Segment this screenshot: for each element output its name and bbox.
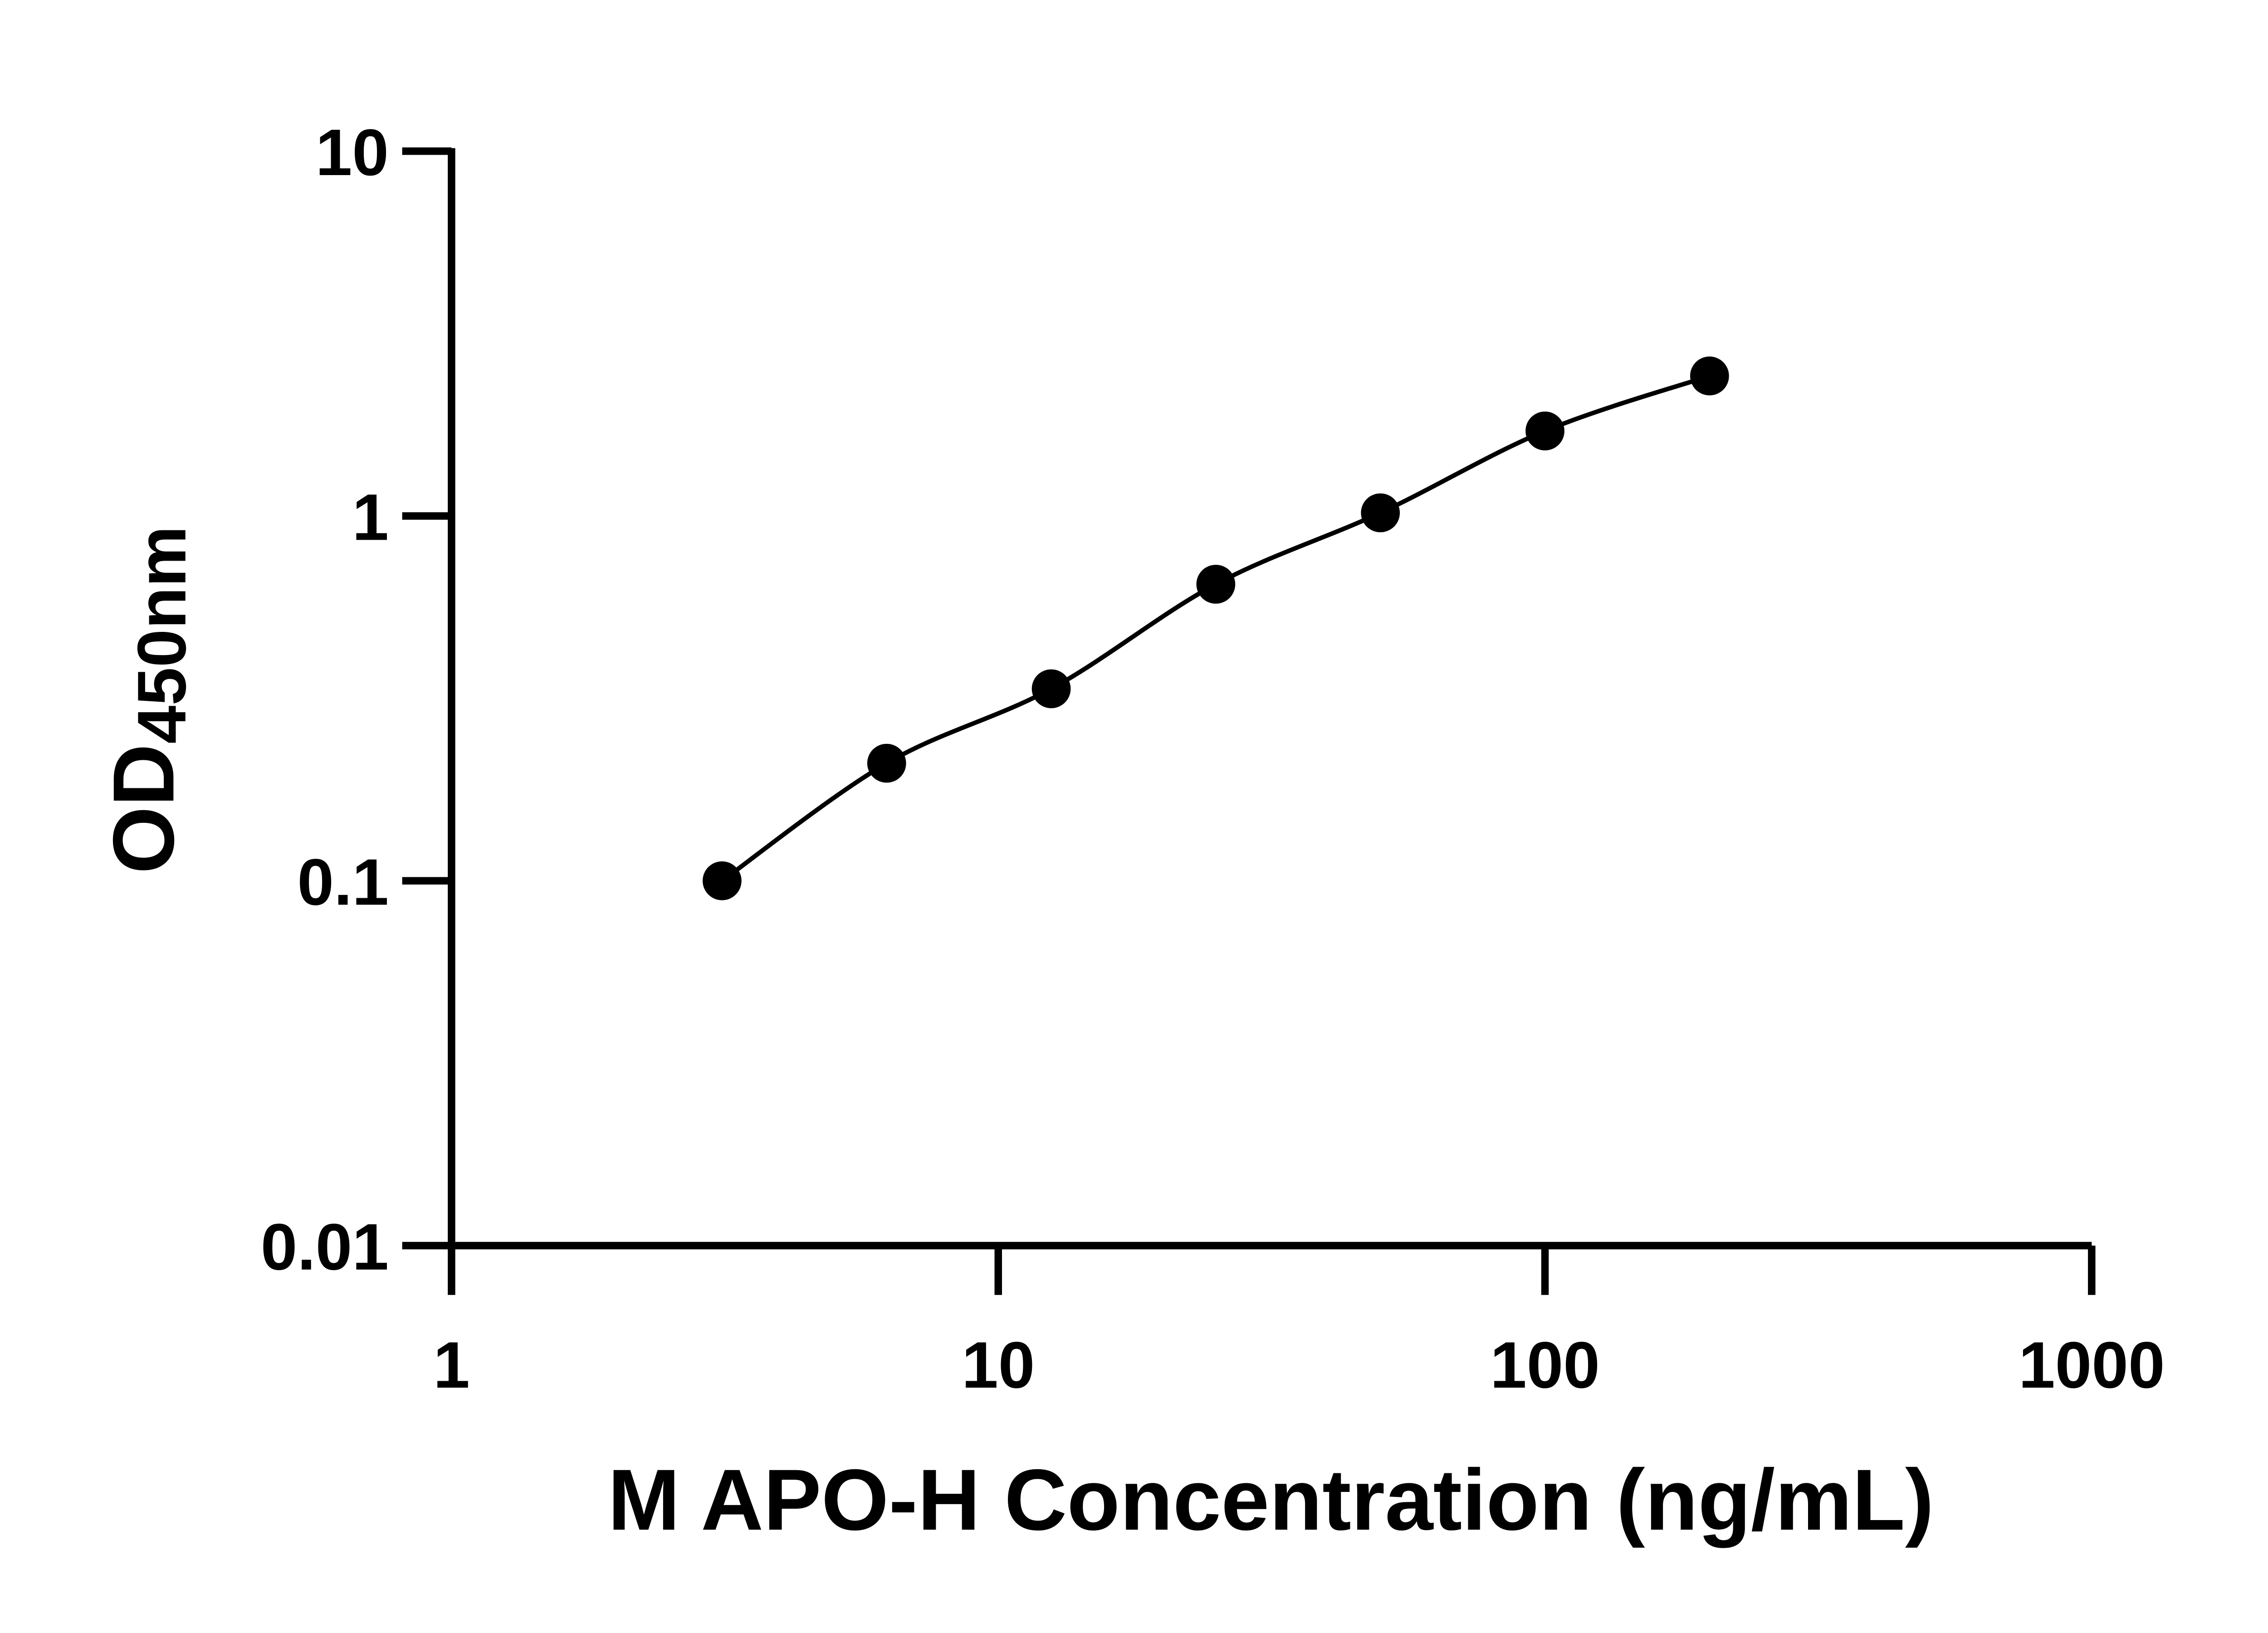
x-tick-label: 1 [433, 1328, 470, 1402]
x-tick-label: 1000 [2019, 1328, 2165, 1402]
y-tick-label: 1 [352, 480, 389, 554]
fit-curve [721, 374, 1711, 883]
x-tick-label: 10 [962, 1328, 1035, 1402]
y-tick-label: 0.01 [261, 1210, 389, 1284]
x-tick-label: 100 [1490, 1328, 1600, 1402]
data-point [1196, 565, 1236, 604]
data-point [1031, 669, 1071, 709]
data-point [867, 743, 906, 783]
y-axis-title-sub: 450nm [124, 526, 200, 743]
axes: 1 10 100 1000 0.01 0.1 1 10 [261, 116, 2165, 1402]
data-point [1525, 411, 1564, 450]
x-axis-title: M APO-H Concentration (ng/mL) [608, 1451, 1934, 1548]
data-point [1361, 493, 1400, 533]
data-points [703, 356, 1729, 900]
y-axis-title: OD450nm [95, 526, 200, 874]
data-point [703, 861, 742, 900]
curve-path [721, 374, 1711, 883]
y-tick-label: 0.1 [297, 845, 389, 919]
y-tick-label: 10 [316, 116, 389, 189]
y-axis-title-main: OD [95, 744, 192, 874]
data-point [1690, 356, 1729, 396]
